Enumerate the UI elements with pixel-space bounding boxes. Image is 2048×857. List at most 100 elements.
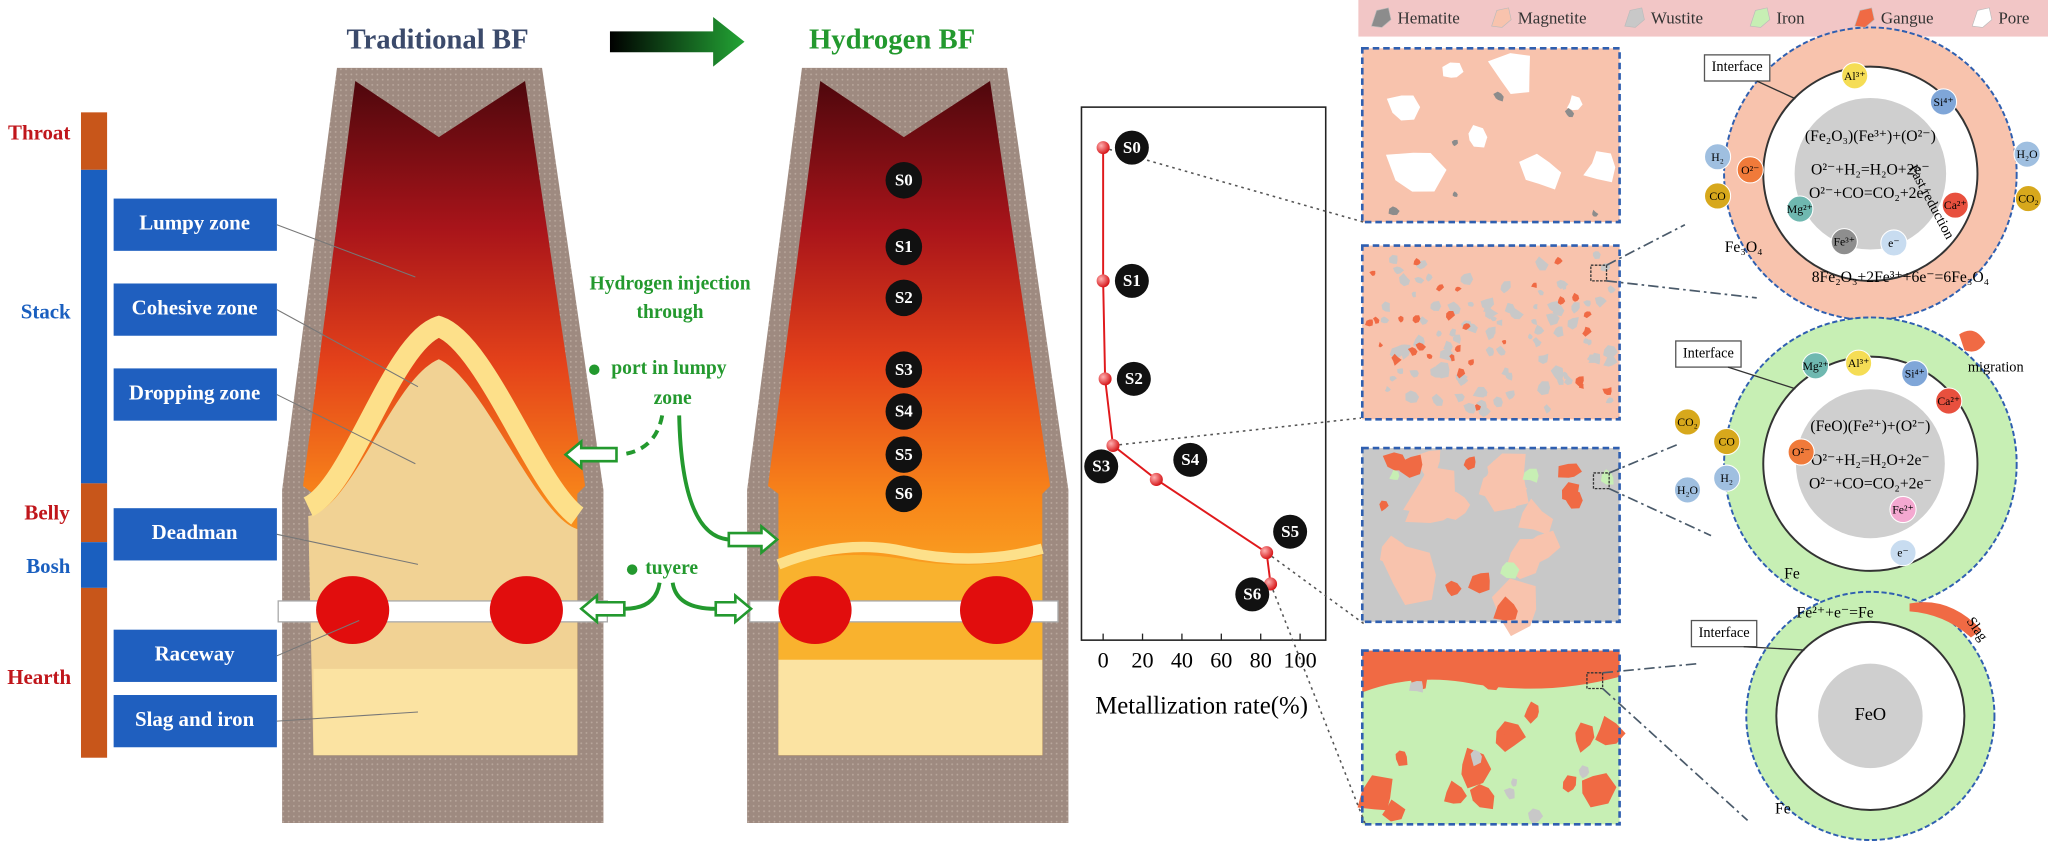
leader [276,309,419,388]
stage-badge [1114,263,1149,298]
grain [1415,342,1427,351]
grain [1381,301,1390,312]
grain [1553,326,1564,338]
ion [1786,195,1814,223]
ion-label: e⁻ [1888,237,1899,250]
ion [1845,349,1873,377]
grain [1603,355,1618,367]
cohesive-zone [776,541,1044,570]
interface-pointer [1756,80,1796,100]
data-point [1096,274,1110,288]
zoom-leader [1602,687,1749,822]
title: Hydrogen BF [809,23,975,55]
stage-badge [885,161,923,199]
note: migration [1968,360,2024,376]
zone-label: Deadman [152,520,238,544]
legend-swatch [1624,7,1645,28]
phase-label: Fe [1775,801,1791,818]
region-bar [80,112,108,758]
grain [1534,324,1545,335]
stage-badge [885,436,923,473]
grain [1581,773,1617,808]
grain [1501,340,1507,345]
core-equation: (Fe₂O₃)(Fe³⁺)+(O²⁻) [1805,128,1936,145]
transition-arrow [609,16,745,67]
grain [1535,256,1549,271]
ion [1830,228,1858,256]
annotation: tuyere [645,558,698,579]
annotation: through [636,302,703,323]
injection-paths [620,415,730,611]
hollow-arrows [563,438,780,625]
interface-box [1690,619,1758,648]
zone-box [113,508,277,561]
grain [1409,370,1419,378]
grain [1384,386,1391,393]
ion [2014,184,2042,213]
ion-label: Al³⁺ [1844,70,1865,83]
legend-swatch [1370,7,1392,28]
grain [1528,333,1533,340]
arrow [714,592,754,625]
zoom-leader [1608,443,1679,474]
belly-bar [80,483,108,543]
grain [1496,319,1503,326]
micrograph-frame [1360,244,1621,421]
zone-label: Lumpy zone [139,210,250,234]
stage-label: S1 [1123,271,1141,290]
legend-background [1358,0,2048,37]
core-equation: O²⁻+H₂=H₂O+2e⁻ [1811,452,1930,469]
grain [1461,747,1492,789]
grain [1357,775,1393,811]
grain [1454,393,1465,403]
ion [1801,352,1830,380]
core-equation: O²⁻+CO=CO₂+2e⁻ [1809,185,1932,202]
micrograph-bg [1362,48,1620,223]
leader [276,711,418,722]
stage-label: S0 [1123,138,1141,157]
data-point [1096,141,1110,155]
grain [1583,151,1616,183]
annotation: Hydrogen injection [589,273,750,294]
grain [1407,347,1418,356]
grain [1382,799,1406,822]
ion [1841,62,1869,90]
grain [1563,489,1583,509]
x-tick-label: 80 [1250,647,1272,672]
legend-label: Hematite [1398,8,1460,27]
grain [1389,469,1400,480]
stage-label: S5 [895,445,913,464]
grain [1462,323,1471,330]
grain [1385,152,1447,192]
legend-label: Wustite [1651,8,1703,27]
grain [1603,345,1618,358]
grain [1412,315,1421,324]
grain [1369,270,1376,276]
grain [1426,353,1433,359]
x-tick-label: 0 [1098,647,1109,672]
grain [1531,282,1537,289]
path [620,415,665,457]
region-label: Hearth [7,665,71,689]
zoom-box [1590,264,1608,282]
zone-label: Slag and iron [135,707,255,731]
grain [1463,456,1476,471]
grain [1605,397,1614,404]
zone-box [113,368,277,421]
grain [1575,722,1595,753]
zoom-box [1592,472,1610,490]
raceway [316,576,390,645]
x-axis-label: Metallization rate(%) [1095,693,1308,720]
grain [1531,319,1538,326]
ion-label: O²⁻ [1792,446,1810,459]
zoom-leader [1602,662,1699,674]
ion [1889,495,1917,524]
interface-label: Interface [1712,59,1763,75]
grain [1592,209,1599,217]
stage-badge [885,351,923,389]
grain [1524,701,1539,724]
grain [1397,368,1404,375]
title: Traditional BF [346,23,528,55]
grain [1484,458,1520,504]
grain [1436,330,1442,337]
